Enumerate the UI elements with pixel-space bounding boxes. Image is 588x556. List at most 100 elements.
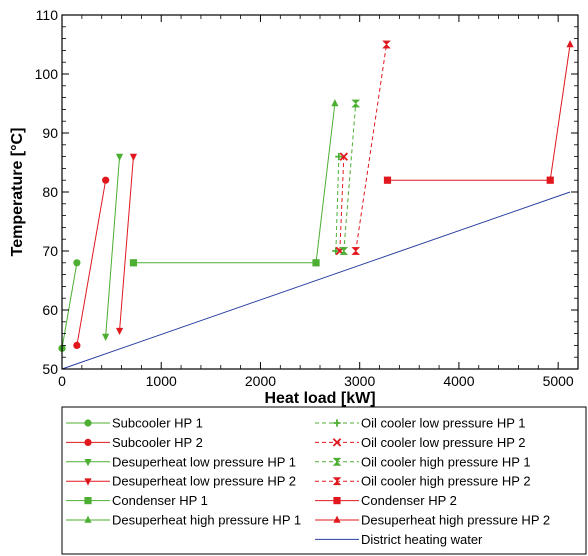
series-line [119, 156, 134, 331]
x-tick-label: 2000 [245, 373, 276, 389]
legend-item: Desuperheat low pressure HP 1 [66, 454, 296, 469]
legend-label: District heating water [361, 532, 483, 547]
data-point [129, 259, 138, 267]
legend-box [61, 406, 587, 555]
data-point [129, 153, 138, 161]
series-3 [115, 153, 138, 336]
legend-swatch-marker [84, 459, 92, 467]
legend-swatch-marker [333, 497, 341, 505]
series-line [61, 191, 571, 370]
data-point [332, 247, 340, 255]
y-tick-label: 50 [42, 361, 58, 377]
legend-label: Subcooler HP 2 [112, 435, 203, 450]
y-tick-label: 80 [42, 184, 58, 200]
legend-label: Desuperheat low pressure HP 1 [112, 454, 296, 469]
legend: Subcooler HP 1 Subcooler HP 2 Desuperheat … [61, 406, 587, 555]
legend-label: Oil cooler low pressure HP 1 [361, 416, 526, 431]
x-tick-label: 5000 [543, 373, 574, 389]
y-tick-label: 90 [42, 125, 58, 141]
series-2 [102, 153, 124, 341]
data-point [335, 153, 343, 161]
data-point [73, 341, 81, 349]
data-point [339, 152, 349, 161]
plot-area [58, 40, 574, 370]
legend-swatch-marker [333, 419, 341, 427]
legend-label: Condenser HP 1 [112, 493, 208, 508]
data-point [351, 99, 361, 108]
legend-label: Desuperheat low pressure HP 2 [112, 474, 296, 489]
x-tick-label: 0 [58, 373, 66, 389]
legend-swatch-marker [84, 438, 92, 446]
legend-item: Oil cooler high pressure HP 2 [315, 474, 531, 489]
legend-label: Condenser HP 2 [361, 493, 457, 508]
series-line [76, 180, 107, 346]
series-9 [351, 40, 391, 255]
data-point [331, 99, 339, 107]
y-axis-label: Temperature [°C] [9, 128, 26, 257]
legend-item: Oil cooler low pressure HP 1 [315, 416, 526, 431]
legend-swatch-marker [332, 457, 342, 466]
series-line [315, 103, 336, 263]
data-point [115, 327, 124, 336]
legend-item: Desuperheat low pressure HP 2 [66, 474, 296, 489]
data-point [546, 175, 554, 183]
series-11 [546, 40, 574, 183]
legend-item: Desuperheat high pressure HP 1 [66, 513, 301, 528]
plot-frame [61, 14, 579, 370]
legend-swatch-marker [84, 419, 92, 427]
y-tick-label: 70 [42, 243, 58, 259]
legend-swatch-marker [84, 478, 92, 486]
series-12 [61, 191, 571, 370]
legend-item: Condenser HP 2 [315, 493, 457, 508]
legend-label: Desuperheat high pressure HP 2 [361, 513, 550, 528]
data-point [383, 176, 392, 184]
x-tick-label: 4000 [443, 373, 474, 389]
series-line [355, 44, 387, 252]
data-point [351, 247, 361, 255]
series-5 [312, 99, 339, 266]
series-line [343, 103, 357, 252]
series-line [335, 156, 340, 252]
legend-item: Desuperheat high pressure HP 2 [315, 513, 550, 528]
series-7 [335, 152, 349, 256]
series-line [339, 156, 345, 252]
x-tick-label: 1000 [146, 373, 177, 389]
series-10 [383, 176, 554, 184]
legend-item: District heating water [315, 532, 483, 547]
legend-swatch-marker [84, 515, 92, 523]
series-line [61, 262, 78, 349]
legend-item: Condenser HP 1 [66, 493, 208, 508]
legend-label: Oil cooler low pressure HP 2 [361, 435, 526, 450]
series-line [105, 156, 121, 337]
x-tick-label: 3000 [344, 373, 375, 389]
legend-swatch-marker [333, 515, 341, 523]
legend-label: Desuperheat high pressure HP 1 [112, 513, 301, 528]
legend-swatch-marker [332, 477, 342, 486]
series-4 [129, 259, 320, 267]
y-tick-label: 60 [42, 302, 58, 318]
legend-label: Subcooler HP 1 [112, 416, 203, 431]
y-tick-label: 110 [36, 7, 59, 23]
data-point [115, 153, 124, 161]
series-1 [73, 176, 110, 349]
data-point [382, 40, 391, 49]
series-line [549, 44, 571, 181]
data-point [73, 259, 81, 267]
data-point [566, 40, 574, 48]
y-tick-label: 100 [35, 66, 59, 82]
data-point [312, 258, 320, 266]
series-6 [332, 153, 343, 255]
legend-swatch-marker [332, 438, 342, 447]
data-point [102, 176, 110, 184]
data-point [102, 333, 110, 341]
legend-swatch-marker [84, 497, 92, 505]
legend-label: Oil cooler high pressure HP 2 [361, 474, 531, 489]
legend-item: Subcooler HP 2 [66, 435, 203, 450]
legend-item: Oil cooler low pressure HP 2 [315, 435, 526, 450]
data-point [339, 247, 349, 255]
x-axis-label: Heat load [kW] [264, 390, 375, 407]
series-8 [339, 99, 361, 255]
legend-label: Oil cooler high pressure HP 1 [361, 454, 531, 469]
legend-item: Oil cooler high pressure HP 1 [315, 454, 531, 469]
